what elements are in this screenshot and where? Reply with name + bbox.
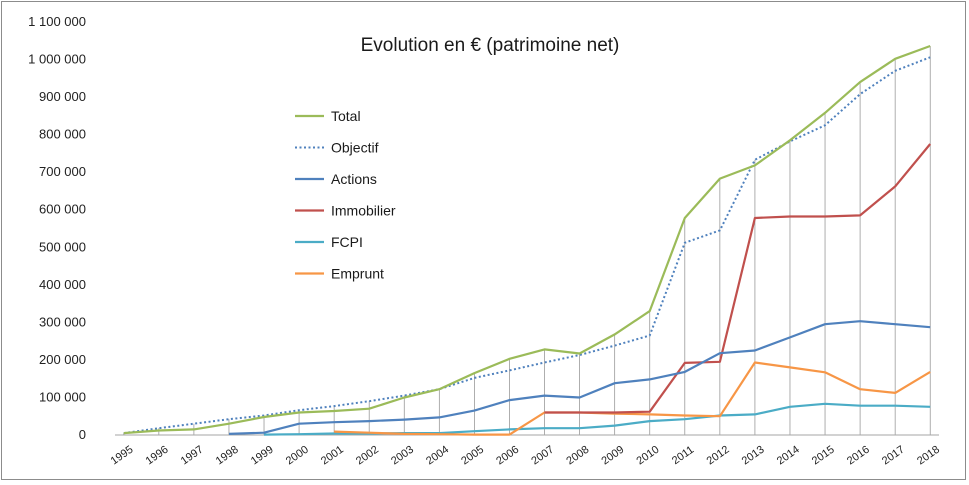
- x-tick-label: 2004: [424, 444, 451, 468]
- series-line-emprunt: [334, 361, 931, 436]
- x-tick-label: 2009: [599, 444, 626, 468]
- legend-label: Objectif: [331, 140, 379, 156]
- x-tick-label: 2002: [354, 444, 381, 468]
- y-tick-label: 0: [79, 427, 86, 442]
- series-layer: [123, 44, 932, 436]
- y-tick-label: 200 000: [39, 352, 86, 367]
- x-tick-label: 2001: [319, 444, 346, 468]
- y-tick-label: 400 000: [39, 277, 86, 292]
- x-tick-label: 2005: [459, 444, 486, 468]
- y-tick-label: 1 000 000: [28, 52, 86, 67]
- drop-lines: [123, 46, 931, 435]
- x-tick-label: 2015: [810, 444, 837, 468]
- legend-label: FCPI: [331, 234, 363, 250]
- y-axis-ticks: 0 100 000 200 000 300 000 400 000 500 000 600 …: [28, 14, 86, 442]
- legend: Total Objectif Actions Immobilier FCPI Emprun…: [295, 108, 396, 282]
- x-tick-label: 1995: [109, 444, 136, 468]
- series-line-objectif: [123, 56, 931, 435]
- x-tick-label: 2016: [845, 444, 872, 468]
- plot-area: [115, 22, 939, 435]
- y-tick-label: 300 000: [39, 314, 86, 329]
- x-tick-label: 2000: [284, 444, 311, 468]
- series-line-actions: [228, 320, 931, 435]
- x-tick-label: 1997: [179, 444, 206, 468]
- x-tick-label: 2006: [494, 444, 521, 468]
- x-tick-label: 2011: [670, 444, 696, 467]
- series-line-immobilier: [544, 143, 932, 414]
- y-tick-label: 1 100 000: [28, 14, 86, 29]
- y-tick-label: 700 000: [39, 164, 86, 179]
- x-tick-label: 2014: [775, 444, 802, 468]
- x-axis-ticks: 1995 1996 1997 1998 1999 2000 2001 2002 2003 2004…: [109, 444, 942, 468]
- y-tick-label: 600 000: [39, 202, 86, 217]
- legend-label: Actions: [331, 171, 377, 187]
- chart-title: Evolution en € (patrimoine net): [361, 35, 620, 56]
- y-tick-label: 100 000: [39, 389, 86, 404]
- x-tick-label: 1999: [249, 444, 276, 468]
- y-tick-label: 800 000: [39, 127, 86, 142]
- x-tick-label: 2012: [705, 444, 732, 468]
- x-tick-label: 2013: [740, 444, 767, 468]
- x-tick-label: 1996: [144, 444, 171, 468]
- x-tick-label: 2010: [635, 444, 662, 468]
- series-line-total: [123, 44, 931, 435]
- y-tick-label: 900 000: [39, 89, 86, 104]
- x-tick-label: 2003: [389, 444, 416, 468]
- x-tick-label: 2017: [880, 444, 907, 468]
- x-tick-label: 2018: [915, 444, 942, 468]
- legend-label: Emprunt: [331, 266, 384, 282]
- y-tick-label: 500 000: [39, 239, 86, 254]
- legend-label: Total: [331, 108, 361, 124]
- x-tick-label: 2008: [564, 444, 591, 468]
- legend-label: Immobilier: [331, 203, 396, 219]
- x-tick-label: 1998: [214, 444, 241, 468]
- x-tick-label: 2007: [529, 444, 556, 468]
